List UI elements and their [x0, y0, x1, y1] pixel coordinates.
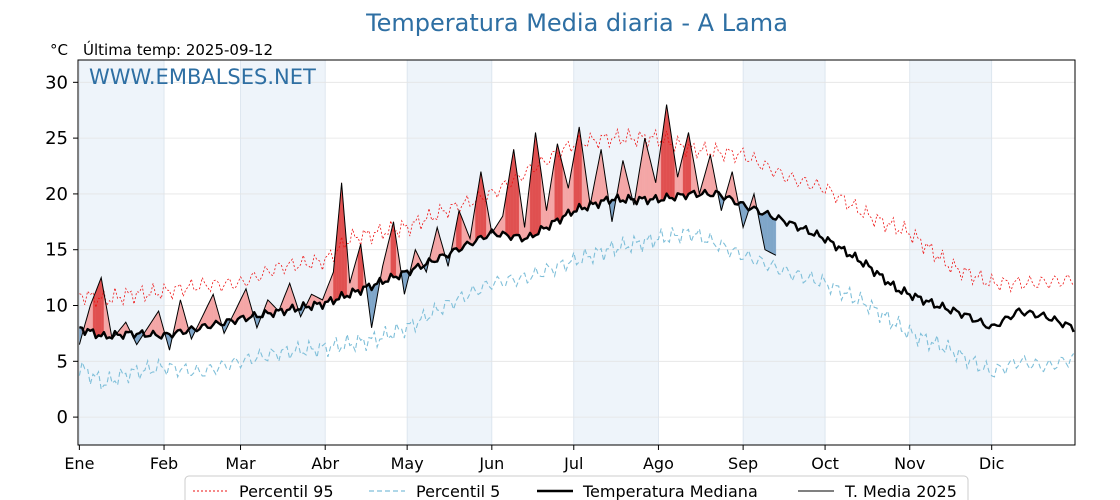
y-tick-label: 5	[57, 351, 68, 372]
x-tick-label: Oct	[811, 454, 839, 473]
anomaly-fill-segment	[773, 218, 777, 256]
x-tick-label: Jun	[478, 454, 504, 473]
last-temp-label: Última temp: 2025-09-12	[83, 40, 273, 59]
legend-label-p5: Percentil 5	[416, 482, 500, 500]
watermark: WWW.EMBALSES.NET	[89, 65, 316, 89]
legend: Percentil 95 Percentil 5 Temperatura Med…	[184, 475, 969, 500]
anomaly-fill-segment	[764, 210, 768, 252]
y-axis: 0 5 10 15 20 25 30	[45, 72, 78, 428]
legend-label-median: Temperatura Mediana	[582, 482, 758, 500]
series-line-current	[78, 104, 777, 351]
y-tick-label: 10	[45, 296, 68, 317]
x-tick-label: Dic	[979, 454, 1005, 473]
y-tick-label: 15	[45, 240, 68, 261]
grid-lines	[78, 60, 1075, 445]
x-tick-label: Sep	[728, 454, 758, 473]
y-tick-label: 25	[45, 128, 68, 149]
chart-title: Temperatura Media diaria - A Lama	[365, 9, 788, 37]
anomaly-fill-segment	[98, 277, 102, 337]
x-tick-label: Mar	[225, 454, 256, 473]
x-axis: Ene Feb Mar Abr May Jun Jul Ago Sep Oct Nov Dic	[64, 445, 1004, 473]
x-tick-label: Jul	[563, 454, 583, 473]
x-tick-label: Feb	[150, 454, 178, 473]
anomaly-fill-segment	[770, 215, 774, 255]
month-band	[909, 60, 992, 445]
legend-box	[184, 475, 969, 500]
month-band	[240, 60, 326, 445]
plot-frame	[77, 59, 1076, 446]
x-tick-label: Ene	[64, 454, 94, 473]
month-band	[79, 60, 165, 445]
y-tick-label: 20	[45, 184, 68, 205]
x-tick-label: Abr	[311, 454, 339, 473]
y-tick-label: 30	[45, 72, 68, 93]
y-tick-label: 0	[57, 407, 68, 428]
series-line-median	[79, 188, 1075, 340]
anomaly-fill-segment	[95, 284, 99, 339]
y-unit-label: °C	[50, 41, 68, 59]
series-lines	[78, 104, 1075, 391]
month-band	[743, 60, 826, 445]
legend-label-current: T. Media 2025	[844, 482, 957, 500]
legend-label-p95: Percentil 95	[239, 482, 334, 500]
x-tick-label: Nov	[894, 454, 925, 473]
series-line-p5	[78, 227, 1075, 391]
x-tick-label: Ago	[643, 454, 674, 473]
month-bands	[79, 60, 992, 445]
x-tick-label: May	[391, 454, 424, 473]
